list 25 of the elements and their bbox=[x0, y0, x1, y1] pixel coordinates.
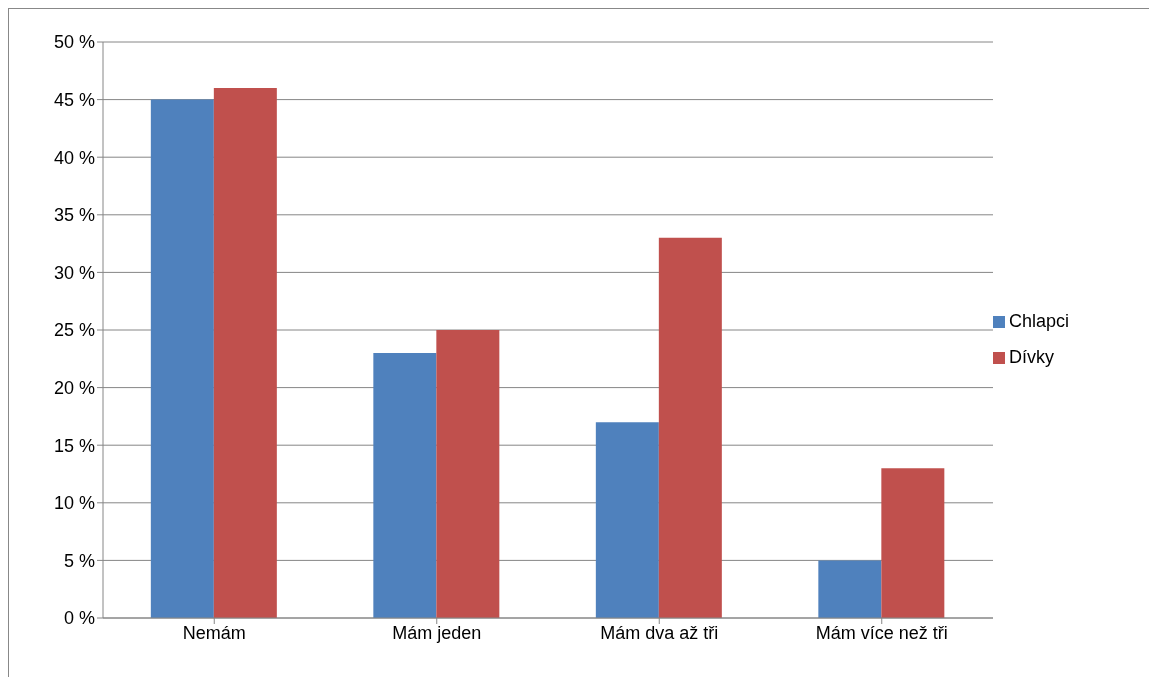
x-tick-label: Nemám bbox=[182, 622, 246, 643]
y-tick-label: 30 % bbox=[53, 262, 95, 283]
x-tick-label: Mám dva až tři bbox=[600, 622, 719, 643]
x-tick-label: Mám jeden bbox=[392, 622, 482, 643]
bar bbox=[658, 237, 722, 618]
bar bbox=[373, 353, 437, 618]
y-tick-label: 0 % bbox=[63, 608, 95, 629]
bar bbox=[881, 468, 945, 618]
bar bbox=[150, 99, 214, 618]
y-tick-label: 20 % bbox=[53, 377, 95, 398]
y-tick-label: 40 % bbox=[53, 147, 95, 168]
y-tick-label: 5 % bbox=[63, 550, 95, 571]
y-tick-label: 50 % bbox=[53, 32, 95, 53]
y-tick-label: 35 % bbox=[53, 205, 95, 226]
bar bbox=[595, 422, 659, 618]
bar bbox=[818, 560, 882, 618]
legend-label: Dívky bbox=[1009, 346, 1054, 367]
y-tick-label: 25 % bbox=[53, 320, 95, 341]
bar bbox=[436, 330, 500, 618]
legend-label: Chlapci bbox=[1009, 310, 1070, 331]
y-tick-label: 15 % bbox=[53, 435, 95, 456]
y-tick-label: 10 % bbox=[53, 493, 95, 514]
bar bbox=[213, 88, 277, 618]
x-tick-label: Mám více než tři bbox=[815, 622, 948, 643]
y-tick-label: 45 % bbox=[53, 89, 95, 110]
